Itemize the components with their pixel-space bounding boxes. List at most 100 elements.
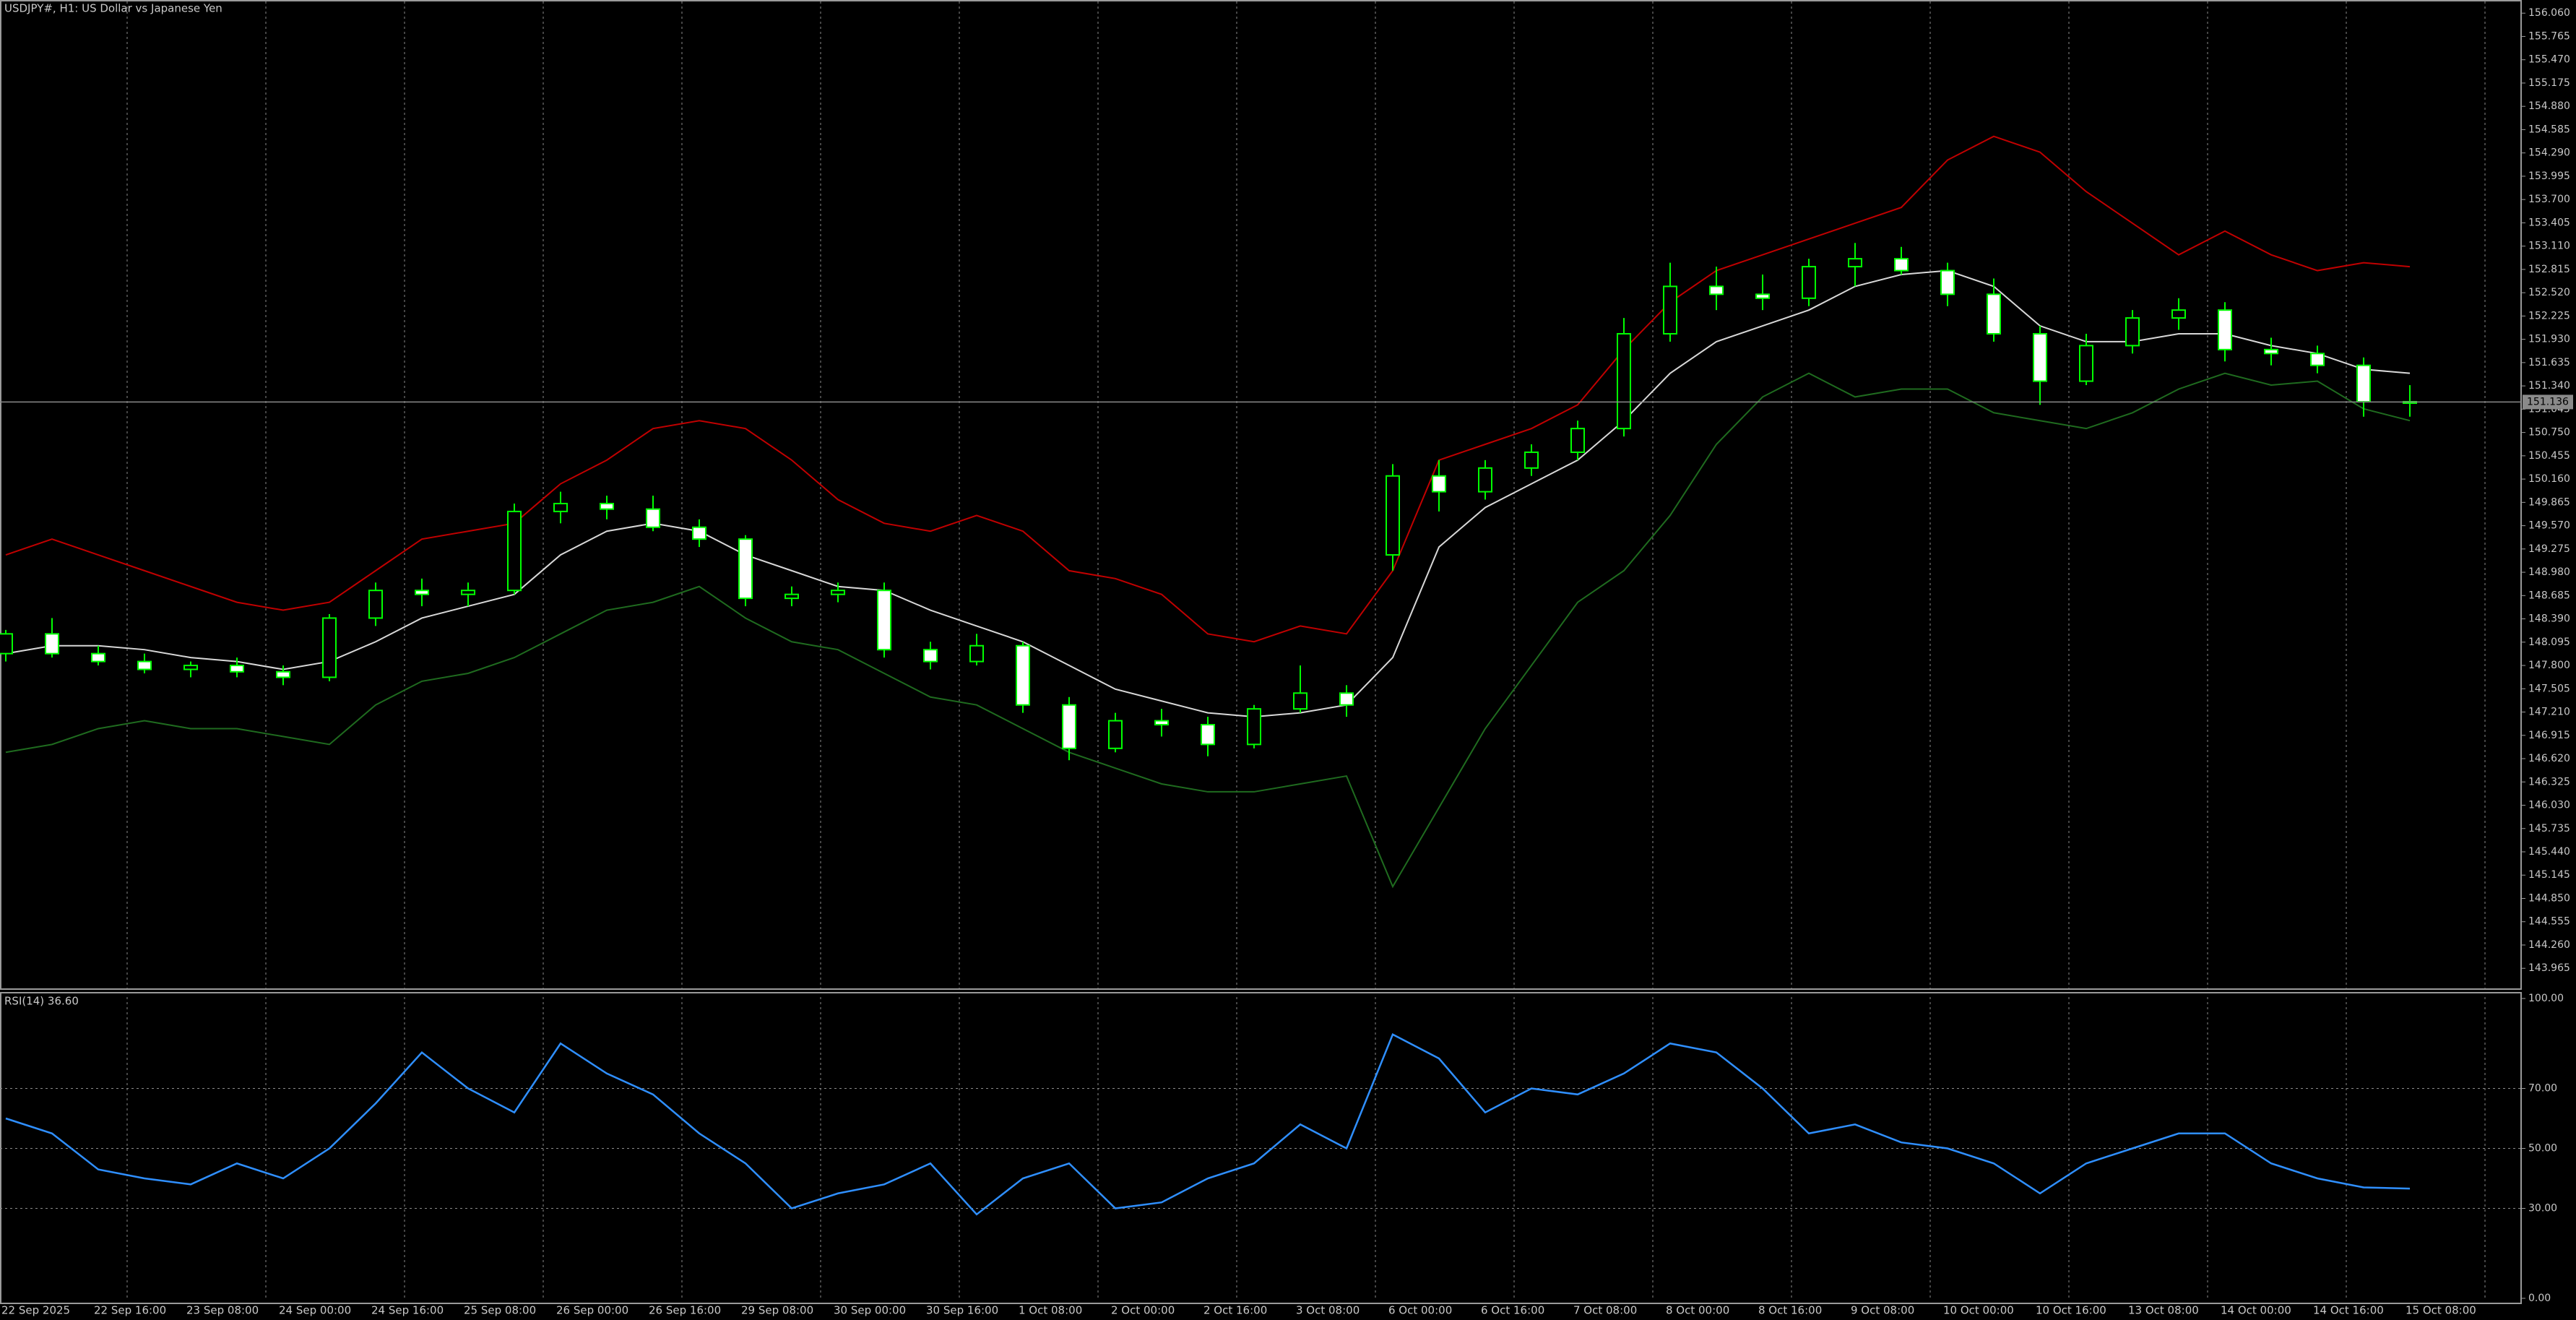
candle-body	[2310, 353, 2325, 366]
candle-body	[45, 633, 59, 655]
candle-body	[646, 508, 660, 528]
price-tag-label: 151.136	[2527, 396, 2569, 407]
y-tick-label: 154.290	[2528, 147, 2570, 159]
candle-body	[969, 644, 984, 663]
candle-body	[831, 590, 845, 595]
candle-body	[322, 617, 337, 678]
y-tick-label: 146.030	[2528, 800, 2570, 811]
candle-body	[785, 593, 799, 600]
candle-body	[0, 633, 13, 655]
y-tick-label: 145.735	[2528, 823, 2570, 834]
y-tick-label: 154.880	[2528, 100, 2570, 112]
y-tick-label: 145.440	[2528, 846, 2570, 858]
x-tick-label: 30 Sep 16:00	[926, 1304, 998, 1317]
x-tick-label: 23 Sep 08:00	[186, 1304, 259, 1317]
x-tick-label: 25 Sep 08:00	[464, 1304, 536, 1317]
y-tick-label: 148.095	[2528, 637, 2570, 648]
y-tick-label: 151.340	[2528, 380, 2570, 392]
y-tick-label: 153.110	[2528, 241, 2570, 252]
candle-body	[368, 590, 383, 619]
candle-body	[461, 590, 475, 595]
candle-body	[230, 665, 244, 673]
y-tick-label: 147.505	[2528, 683, 2570, 694]
x-tick-label: 26 Sep 00:00	[556, 1304, 628, 1317]
x-tick-label: 14 Oct 00:00	[2221, 1304, 2291, 1317]
y-tick-label: 151.930	[2528, 334, 2570, 345]
y-tick-label: 149.570	[2528, 520, 2570, 532]
y-tick-label: 153.405	[2528, 217, 2570, 228]
candle-body	[91, 652, 105, 663]
y-tick-label: 100.00	[2528, 993, 2564, 1004]
x-tick-label: 7 Oct 08:00	[1573, 1304, 1637, 1317]
rsi-title: RSI(14) 36.60	[4, 995, 79, 1008]
x-tick-label: 10 Oct 16:00	[2036, 1304, 2106, 1317]
x-tick-label: 13 Oct 08:00	[2128, 1304, 2199, 1317]
price-tag	[2523, 394, 2573, 410]
x-tick-label: 1 Oct 08:00	[1019, 1304, 1082, 1317]
indicator-line	[5, 372, 2411, 889]
candle-body	[553, 502, 568, 512]
y-tick-label: 156.060	[2528, 7, 2570, 19]
candle-body	[1755, 293, 1770, 299]
x-tick-label: 10 Oct 00:00	[1943, 1304, 2014, 1317]
y-tick-label: 147.210	[2528, 707, 2570, 718]
rsi-line	[5, 1033, 2411, 1216]
y-tick-label: 30.00	[2528, 1203, 2557, 1215]
candle-body	[1062, 704, 1076, 749]
y-tick-label: 148.685	[2528, 590, 2570, 601]
y-tick-label: 152.815	[2528, 264, 2570, 275]
y-tick-label: 0.00	[2528, 1293, 2551, 1304]
x-tick-label: 8 Oct 16:00	[1758, 1304, 1822, 1317]
y-tick-label: 155.765	[2528, 30, 2570, 42]
candle-body	[276, 670, 290, 678]
candle-body	[1987, 293, 2001, 335]
y-tick-label: 145.145	[2528, 869, 2570, 881]
candle-body	[2125, 317, 2140, 347]
candle-body	[1432, 475, 1446, 493]
candle-body	[2356, 364, 2371, 402]
candle-body	[1154, 720, 1169, 726]
x-tick-label: 3 Oct 08:00	[1296, 1304, 1360, 1317]
y-tick-label: 144.260	[2528, 939, 2570, 951]
indicator-line	[5, 135, 2411, 643]
candle-body	[1016, 644, 1030, 706]
y-tick-label: 153.700	[2528, 194, 2570, 205]
candle-body	[1524, 451, 1539, 469]
candle-body	[738, 538, 753, 600]
x-tick-label: 2 Oct 00:00	[1111, 1304, 1175, 1317]
y-tick-label: 150.455	[2528, 450, 2570, 462]
candle-body	[1848, 258, 1862, 268]
y-tick-label: 50.00	[2528, 1143, 2557, 1155]
candle-body	[2218, 309, 2232, 350]
candle-body	[1570, 428, 1585, 453]
y-tick-label: 148.390	[2528, 613, 2570, 625]
candle-body	[692, 526, 706, 540]
candle-body	[2171, 309, 2186, 319]
candle-body	[1940, 269, 1955, 296]
y-tick-label: 153.995	[2528, 171, 2570, 182]
candle-body	[923, 649, 938, 663]
x-tick-label: 24 Sep 16:00	[371, 1304, 444, 1317]
y-tick-label: 150.160	[2528, 473, 2570, 485]
x-tick-label: 26 Sep 16:00	[649, 1304, 721, 1317]
y-tick-label: 146.915	[2528, 730, 2570, 741]
indicator-line	[5, 269, 2411, 718]
candle-body	[1617, 332, 1631, 430]
y-tick-label: 146.325	[2528, 776, 2570, 788]
y-tick-label: 155.175	[2528, 77, 2570, 89]
chart-title: USDJPY#, H1: US Dollar vs Japanese Yen	[4, 2, 222, 15]
y-tick-label: 70.00	[2528, 1083, 2557, 1095]
y-tick-label: 155.470	[2528, 54, 2570, 66]
y-tick-label: 146.620	[2528, 753, 2570, 764]
y-tick-label: 152.225	[2528, 310, 2570, 322]
candle-body	[1293, 692, 1308, 710]
candle-body	[1247, 708, 1261, 746]
y-tick-label: 154.585	[2528, 124, 2570, 135]
x-tick-label: 14 Oct 16:00	[2313, 1304, 2384, 1317]
x-tick-label: 9 Oct 08:00	[1851, 1304, 1914, 1317]
candle-body	[1894, 258, 1909, 272]
candle-body	[1663, 285, 1677, 335]
x-tick-label: 8 Oct 00:00	[1666, 1304, 1729, 1317]
